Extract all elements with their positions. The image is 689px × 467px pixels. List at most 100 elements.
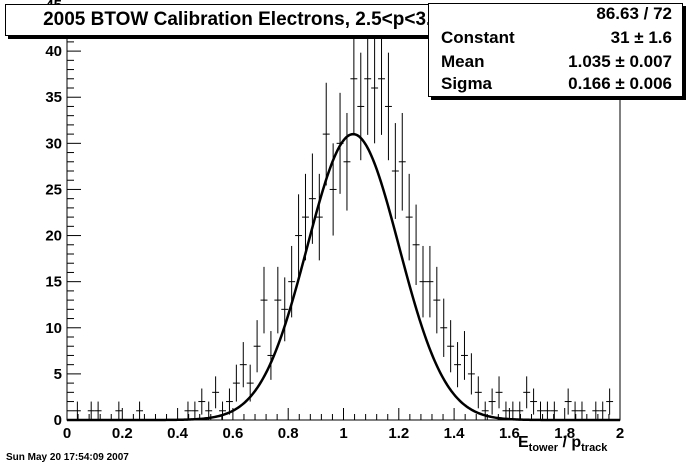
histogram-point: [578, 401, 586, 420]
x-tick-label: 0.8: [278, 425, 299, 442]
stats-value: 1.035 ± 0.007: [568, 52, 672, 71]
histogram-point: [191, 401, 199, 420]
histogram-point: [391, 123, 399, 219]
x-tick-label: 0.2: [112, 425, 133, 442]
y-tick-label: 25: [45, 181, 62, 198]
stats-label: Sigma: [441, 74, 493, 93]
x-tick-label: 1.6: [499, 425, 520, 442]
histogram-point: [94, 401, 102, 420]
histogram-point: [405, 173, 413, 261]
stats-row-mean: Mean 1.035 ± 0.007: [429, 52, 682, 74]
histogram-point: [350, 22, 358, 135]
title-box: 2005 BTOW Calibration Electrons, 2.5<p<3…: [5, 4, 480, 36]
x-tick-label: 0: [63, 425, 71, 442]
x-tick-label: 2: [616, 425, 624, 442]
axes: 0 0.2 0.4 0.6 0.8 1 1.2 1.4 1.6 1.8 20510152025303…: [45, 0, 624, 442]
histogram-point: [225, 388, 233, 415]
x-axis-title-sub2: track: [581, 442, 608, 455]
histogram-point: [412, 204, 420, 285]
histogram-point: [302, 173, 309, 261]
histogram-point: [295, 194, 303, 277]
x-tick-label: 0.6: [222, 425, 243, 442]
histogram-point: [398, 112, 406, 211]
histogram-point: [274, 266, 282, 334]
histogram-point: [87, 401, 95, 420]
histogram-point: [426, 245, 434, 318]
stats-value: 86.63 / 72: [596, 4, 672, 23]
histogram-point: [516, 401, 524, 420]
histogram-point: [433, 266, 441, 334]
histogram-point: [550, 401, 558, 420]
stats-row-ndf: ndf 86.63 / 72: [429, 4, 682, 26]
histogram-point: [592, 401, 600, 420]
stats-label: Constant: [441, 28, 515, 47]
x-tick-label: 1.4: [444, 425, 466, 442]
histogram-point: [364, 22, 372, 135]
x-axis-title: Etower / ptrack: [518, 434, 607, 454]
y-tick-label: 30: [45, 135, 62, 152]
x-tick-label: 1: [339, 425, 347, 442]
histogram-point: [606, 388, 614, 415]
x-axis-title-sub1: tower: [528, 442, 559, 455]
histogram-point: [198, 388, 206, 415]
histogram-point: [440, 298, 448, 357]
histogram-point: [322, 82, 330, 186]
histogram-point: [564, 388, 572, 415]
x-axis-title-slash: / p: [558, 434, 582, 451]
histogram-point: [378, 22, 385, 135]
histogram-point: [488, 388, 496, 415]
histogram-point: [537, 401, 544, 420]
chart-title: 2005 BTOW Calibration Electrons, 2.5<p<3…: [43, 9, 442, 30]
stats-value: 31 ± 1.6: [610, 28, 672, 47]
stats-value: 0.166 ± 0.006: [568, 74, 672, 93]
y-tick-label: 5: [54, 366, 62, 383]
y-tick-label: 0: [54, 412, 62, 429]
stats-box: ndf 86.63 / 72 Constant 31 ± 1.6 Mean 1.…: [428, 3, 683, 97]
timestamp-footer: Sun May 20 17:54:09 2007: [6, 452, 129, 463]
histogram-point: [509, 401, 517, 420]
histogram-point: [315, 173, 323, 261]
histogram-point: [474, 376, 482, 409]
x-tick-label: 0.4: [167, 425, 189, 442]
histogram-point: [523, 376, 531, 409]
histogram-point: [281, 277, 289, 342]
histogram-point: [184, 401, 192, 420]
histogram-point: [371, 32, 379, 144]
histogram-point: [502, 401, 510, 420]
histogram-point: [530, 388, 538, 415]
histogram-point: [260, 266, 268, 334]
histogram-point: [219, 401, 226, 420]
histogram-point: [253, 320, 261, 373]
histogram-point: [495, 376, 503, 409]
histogram-point: [571, 401, 579, 420]
histogram-point: [136, 401, 144, 420]
histogram-point: [212, 376, 220, 409]
histogram-point: [73, 401, 81, 420]
x-tick-label: 1.8: [554, 425, 575, 442]
histogram-point: [239, 342, 247, 388]
histogram-point: [481, 401, 489, 420]
histogram-point: [232, 364, 240, 402]
histogram-point: [357, 52, 365, 161]
histogram-point: [599, 401, 607, 420]
histogram-point: [447, 320, 455, 373]
y-tick-label: 20: [45, 228, 62, 245]
histogram-point: [384, 52, 392, 161]
y-tick-label: 35: [45, 89, 62, 106]
stats-row-sigma: Sigma 0.166 ± 0.006: [429, 74, 682, 96]
stats-label: Mean: [441, 52, 485, 71]
histogram-point: [419, 245, 427, 318]
y-tick-label: 15: [45, 274, 62, 291]
histogram-point: [115, 401, 123, 420]
histogram-point: [461, 331, 468, 380]
gaussian-fit-curve: [67, 132, 620, 422]
histogram-point: [543, 401, 551, 420]
histogram-point: [454, 342, 462, 388]
x-axis-title-main: E: [518, 434, 529, 451]
y-tick-label: 40: [45, 43, 62, 60]
histogram-point: [343, 112, 351, 211]
histogram-point: [467, 353, 475, 395]
x-tick-label: 1.2: [388, 425, 409, 442]
